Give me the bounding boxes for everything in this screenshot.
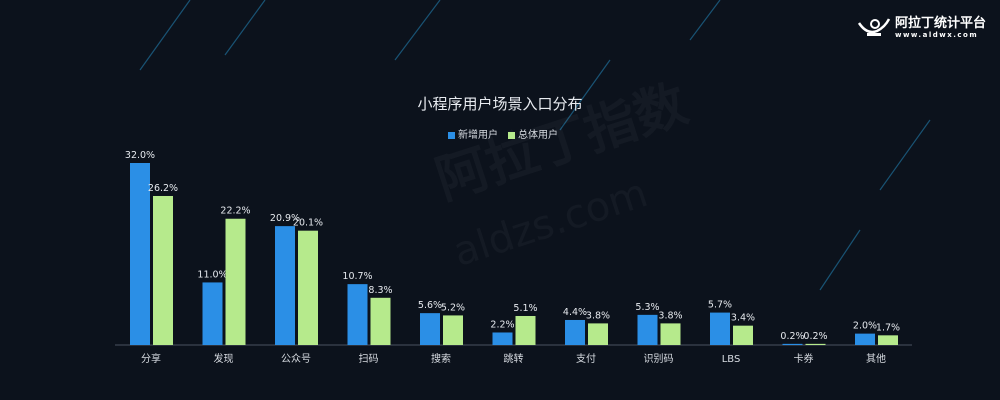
data-label: 10.7%	[342, 271, 372, 282]
data-label: 5.2%	[441, 302, 465, 313]
data-label: 5.1%	[513, 303, 537, 314]
data-label: 3.8%	[586, 310, 610, 321]
bar-new	[565, 319, 585, 345]
x-tick-label: 跳转	[504, 352, 524, 365]
x-tick-label: 扫码	[359, 352, 379, 365]
bar-total	[443, 315, 463, 345]
data-label: 5.3%	[635, 302, 659, 313]
data-label: 0.2%	[803, 331, 827, 342]
data-label: 22.2%	[220, 206, 250, 217]
data-label: 5.6%	[418, 300, 442, 311]
data-label: 5.7%	[708, 300, 732, 311]
legend-swatch	[508, 131, 515, 139]
legend-item-total: 总体用户	[508, 126, 558, 141]
data-label: 3.4%	[731, 313, 755, 324]
bar-new	[130, 163, 150, 345]
legend-item-new: 新增用户	[448, 126, 498, 141]
lamp-icon	[857, 17, 891, 36]
legend-label: 总体用户	[518, 130, 558, 141]
bar-new	[202, 282, 223, 345]
bar-new	[710, 312, 730, 345]
brand-name: 阿拉丁统计平台	[894, 16, 986, 31]
bar-total	[515, 315, 536, 345]
data-label: 8.3%	[368, 285, 392, 296]
data-label: 32.0%	[125, 150, 155, 161]
bar-total	[660, 323, 681, 345]
bar-new	[492, 332, 513, 345]
bar-new	[782, 343, 803, 345]
brand-url: www.aldwx.com	[894, 31, 979, 39]
bar-new	[347, 284, 368, 345]
bar-total	[878, 335, 898, 345]
data-label: 1.7%	[876, 322, 900, 333]
data-label: 26.2%	[148, 183, 178, 194]
brand-logo: 阿拉丁统计平台 www.aldwx.com	[857, 12, 986, 39]
data-label: 2.2%	[490, 319, 514, 330]
x-tick-label: 搜索	[431, 352, 451, 365]
x-tick-label: 发现	[214, 352, 234, 365]
bar-total	[225, 218, 246, 345]
bar-new	[855, 333, 875, 345]
legend-label: 新增用户	[458, 130, 498, 141]
bar-new	[275, 226, 295, 345]
bar-total	[588, 323, 608, 345]
data-label: 4.4%	[563, 307, 587, 318]
x-tick-label: 卡券	[794, 352, 814, 365]
data-label: 3.8%	[658, 310, 682, 321]
x-tick-label: 识别码	[644, 353, 674, 365]
bar-new	[637, 314, 658, 345]
data-label: 11.0%	[197, 269, 227, 280]
legend-swatch	[448, 131, 455, 139]
bar-total	[733, 325, 753, 345]
x-tick-label: 支付	[576, 352, 596, 365]
chart-title: 小程序用户场景入口分布	[417, 95, 583, 113]
x-tick-label: 分享	[141, 352, 161, 365]
x-tick-label: 公众号	[281, 353, 311, 365]
legend: 新增用户 总体用户	[448, 126, 558, 141]
bar-total	[153, 195, 173, 345]
bar-total	[370, 297, 391, 345]
data-label: 20.1%	[293, 218, 323, 229]
x-tick-label: LBS	[722, 354, 741, 365]
data-label: 2.0%	[853, 321, 877, 332]
data-label: 0.2%	[780, 331, 804, 342]
bar-total	[805, 343, 826, 345]
bar-total	[298, 230, 318, 345]
x-tick-label: 其他	[866, 352, 886, 365]
data-label: 20.9%	[270, 213, 300, 224]
bar-new	[420, 313, 440, 345]
